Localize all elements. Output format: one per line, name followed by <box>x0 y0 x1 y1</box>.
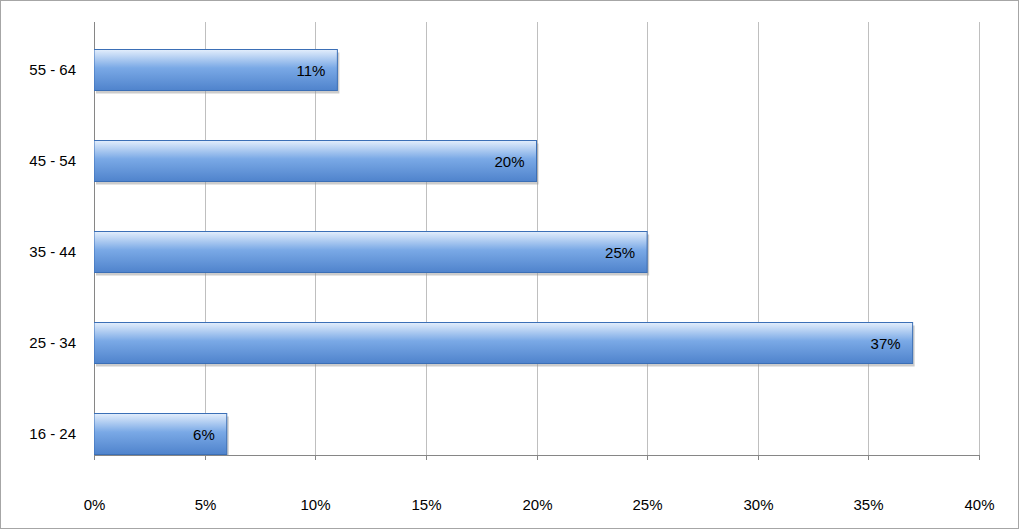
category-label: 55 - 64 <box>29 61 76 78</box>
category-label: 25 - 34 <box>29 334 76 351</box>
category-label: 16 - 24 <box>29 425 76 442</box>
tick-label: 35% <box>853 496 883 513</box>
category-label: 35 - 44 <box>29 243 76 260</box>
grid-line <box>979 22 980 455</box>
data-label: 6% <box>193 426 215 443</box>
tick-label: 30% <box>743 496 773 513</box>
bar <box>94 323 913 364</box>
data-label: 20% <box>494 153 524 170</box>
data-label: 37% <box>871 335 901 352</box>
grid <box>95 22 980 460</box>
tick-label: 5% <box>195 496 217 513</box>
bars <box>94 50 915 456</box>
data-label: 11% <box>296 62 325 79</box>
tick-label: 40% <box>964 496 994 513</box>
tick-label: 20% <box>522 496 552 513</box>
category-label: 45 - 54 <box>29 152 76 169</box>
bar <box>94 50 337 91</box>
chart-frame <box>1 1 1019 529</box>
tick-label: 15% <box>411 496 441 513</box>
bar <box>94 414 227 455</box>
tick-label: 10% <box>300 496 330 513</box>
tick-label: 25% <box>632 496 662 513</box>
tick-mark <box>979 455 980 460</box>
tick-label: 0% <box>84 496 106 513</box>
bar <box>94 141 537 182</box>
grid-line <box>868 22 869 455</box>
chart-container: 0% 5% 10% 15% 20% 25% 30% 35% 40% 16 - 24 6% 25 - 3… <box>0 0 1019 529</box>
data-label: 25% <box>605 244 635 261</box>
chart-svg: 0% 5% 10% 15% 20% 25% 30% 35% 40% 16 - 24 6% 25 - 3… <box>0 0 1019 529</box>
bar <box>94 232 647 273</box>
grid-line <box>758 22 759 455</box>
x-axis-line <box>94 455 979 456</box>
